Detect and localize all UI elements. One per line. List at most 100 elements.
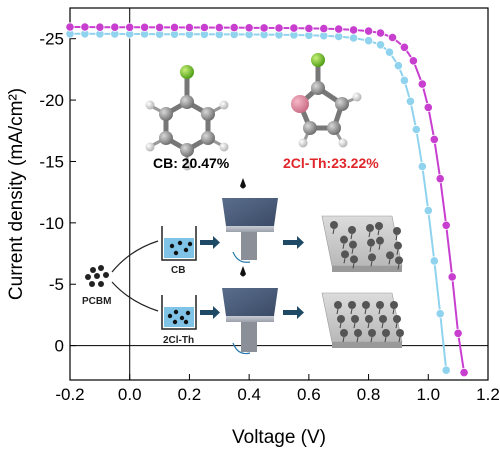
x-tick-label: 1.0 <box>416 385 440 404</box>
spin-coater-clth <box>222 266 278 355</box>
x-tick-label: 0.4 <box>237 385 261 404</box>
chlorobenzene-molecule <box>145 65 229 171</box>
pcbm-cluster <box>85 265 109 287</box>
data-point <box>411 124 421 135</box>
data-point <box>405 96 415 106</box>
data-point <box>363 36 374 46</box>
data-point <box>408 56 418 66</box>
y-axis-ticks: -25 -20 -15 -10 -5 0 <box>39 30 76 356</box>
film-cluster-tail <box>367 322 370 329</box>
clth-solvent-label: 2Cl-Th <box>163 335 194 346</box>
x-tick-label: 0.2 <box>178 385 202 404</box>
film-cluster-tail <box>353 322 356 329</box>
film-cluster <box>330 221 338 229</box>
film-cluster <box>351 315 359 323</box>
film-cluster <box>382 329 390 337</box>
film-cluster <box>341 250 349 259</box>
film-cluster-tail <box>350 233 353 240</box>
film-cluster-tail <box>395 234 398 241</box>
pcbm-label: PCBM <box>82 296 111 307</box>
y-tick-label: 0 <box>55 337 64 356</box>
data-point <box>441 365 451 375</box>
data-point <box>447 272 457 282</box>
data-point <box>417 79 427 89</box>
film-cluster <box>367 238 375 247</box>
film-cluster-tail <box>342 243 345 249</box>
film-cluster <box>368 253 376 262</box>
x-axis-title: Voltage (V) <box>232 427 326 448</box>
film-cluster-tail <box>378 244 381 250</box>
film-cluster-tail <box>364 308 367 315</box>
data-point <box>244 23 254 33</box>
data-point <box>435 174 445 184</box>
data-point <box>393 61 403 71</box>
clth-beaker <box>161 295 197 330</box>
film-cluster-tail <box>350 308 353 315</box>
data-point <box>423 102 433 113</box>
data-point <box>80 22 90 32</box>
clth-efficiency-label: 2Cl-Th:23.22% <box>283 155 379 171</box>
y-tick-label: -10 <box>39 214 64 233</box>
film-cluster <box>394 241 402 250</box>
y-tick-label: -25 <box>39 30 64 49</box>
film-cluster-tail <box>352 263 355 269</box>
process-schematic: PCBM CB 2Cl-Th <box>82 178 404 355</box>
film-cluster-tail <box>336 308 339 315</box>
x-tick-label: 0.8 <box>357 385 381 404</box>
film-cluster-tail <box>397 264 400 270</box>
data-point <box>334 24 344 34</box>
data-point <box>95 22 105 32</box>
y-tick-label: -20 <box>39 91 64 110</box>
data-point <box>429 134 439 144</box>
film-cluster <box>393 315 401 323</box>
data-point <box>274 23 284 33</box>
film-cluster <box>334 301 342 309</box>
cb-efficiency-label: CB: 20.47% <box>153 155 230 171</box>
data-point <box>417 161 427 171</box>
data-point <box>459 367 469 378</box>
chlorothiophene-molecule <box>291 53 362 148</box>
spin-coater-cb <box>222 178 278 263</box>
data-point <box>435 309 445 319</box>
x-tick-label: 0.0 <box>118 385 142 404</box>
film-cluster-tail <box>370 261 373 267</box>
film-cluster-tail <box>332 228 335 235</box>
film-cluster <box>379 315 387 323</box>
data-point <box>289 23 299 33</box>
film-cluster-tail <box>395 322 398 329</box>
film-cluster <box>376 236 384 245</box>
film-cluster-tail <box>388 259 391 265</box>
data-point <box>384 47 395 57</box>
data-point <box>375 40 386 50</box>
film-cluster-tail <box>342 336 345 343</box>
y-axis-title: Current density (mA/cm²) <box>6 88 27 300</box>
x-tick-label: 0.6 <box>297 385 321 404</box>
film-cluster-tail <box>392 308 395 315</box>
data-point <box>169 22 180 33</box>
film-cluster-tail <box>398 336 401 343</box>
plot-frame <box>69 7 489 381</box>
film-cluster <box>365 315 373 323</box>
data-point <box>199 22 209 33</box>
data-point <box>375 28 386 38</box>
data-point <box>319 24 329 34</box>
data-point <box>110 22 120 32</box>
film-cluster-tail <box>377 229 380 236</box>
film-cluster <box>348 226 356 234</box>
data-point <box>348 25 359 35</box>
data-point <box>229 23 239 33</box>
series-clth <box>65 22 469 378</box>
film-cluster <box>386 251 394 260</box>
film-cluster <box>362 301 370 309</box>
data-point <box>140 22 150 32</box>
zero-reference-lines <box>70 8 488 380</box>
film-molecule-clusters <box>330 221 404 343</box>
data-point <box>214 23 224 33</box>
film-cluster-tail <box>343 258 346 264</box>
data-point <box>125 22 135 32</box>
data-point <box>423 206 433 216</box>
film-cluster <box>349 240 357 249</box>
film-cluster <box>348 301 356 309</box>
data-point <box>363 26 374 36</box>
